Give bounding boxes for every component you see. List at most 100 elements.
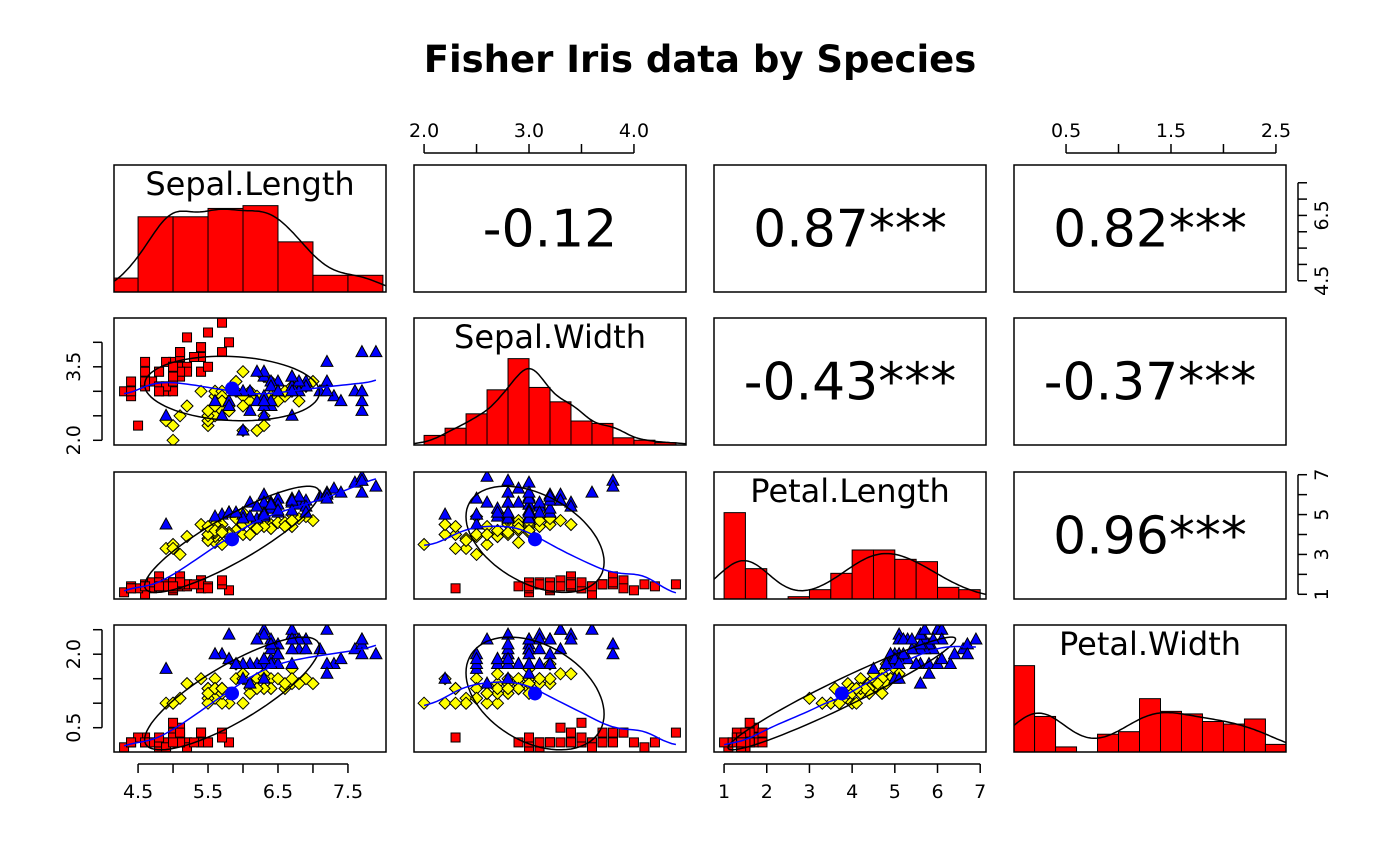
tick-label: 4 [846,781,858,803]
point-virginica [522,485,536,498]
point-setosa [140,366,151,377]
centroid-point [225,532,240,547]
point-setosa [639,579,650,590]
point-setosa [576,732,587,743]
hist-bar-sepal-length [312,274,349,292]
point-virginica [334,651,348,665]
hist-bar-petal-length [958,589,981,599]
point-virginica [501,671,515,684]
point-versicolor [469,547,484,562]
tick-label: 0.5 [63,713,85,743]
hist-bar-petal-width [1243,718,1266,752]
point-versicolor [166,418,180,433]
panel-petal-width-petal-width: Petal.Width [1013,624,1287,753]
point-setosa [555,581,566,592]
loess-smooth [424,525,677,594]
point-virginica [564,631,578,645]
point-virginica [606,479,620,492]
tick-label: 4.0 [619,120,649,142]
panel-frame [413,471,687,600]
point-virginica [532,505,547,518]
point-setosa [133,420,144,431]
point-virginica [334,393,348,407]
point-virginica [208,509,222,522]
point-versicolor [173,547,187,562]
hist-bar-petal-length [937,586,960,599]
point-versicolor [511,535,526,550]
histogram-bars [114,205,384,292]
point-virginica [511,656,526,670]
point-virginica [355,646,369,660]
point-setosa [217,318,228,328]
point-versicolor [215,681,229,696]
hist-bar-petal-length [808,589,832,599]
point-virginica [490,505,505,518]
point-versicolor [448,696,463,710]
point-setosa [545,737,555,748]
point-setosa [524,732,535,743]
point-setosa [555,722,566,733]
tick-label: 7 [1311,469,1333,481]
point-setosa [586,581,597,592]
panel-frame [113,317,387,446]
point-virginica [222,627,236,640]
point-versicolor [511,681,526,696]
correlation-ellipse [727,636,957,751]
point-setosa [168,717,179,728]
point-setosa [607,577,618,588]
point-virginica [159,661,173,674]
point-setosa [597,737,608,748]
point-virginica [355,393,369,407]
point-virginica [913,676,928,689]
panel-frame [713,471,987,600]
point-virginica [960,646,975,660]
outer-axes: 2.0 3.0 4.0 0.5 1.5 2.5 4.5 5.5 6.5 7.5 1 2 3 4 5 6 7 4.5… [63,120,1333,803]
panel-petal-width-sepal-length [113,624,387,753]
tick-label: 3 [803,781,815,803]
point-setosa [719,737,730,748]
point-setosa [670,579,681,590]
point-virginica [222,398,236,411]
point-versicolor [490,681,505,696]
diag-label-petal-width: Petal.Width [1059,625,1241,663]
point-virginica [159,516,173,530]
loess-smooth [423,681,677,746]
point-virginica [490,651,505,665]
tick-label: 4.5 [1311,266,1333,296]
point-setosa [576,717,587,728]
tick-label: 5 [1311,509,1333,521]
point-versicolor [469,527,484,542]
panel-sepal-length-sepal-length: Sepal.Length [113,164,387,293]
tick-label: 0.5 [1051,120,1081,142]
hist-bar-sepal-length [207,207,244,292]
point-virginica [553,625,568,635]
point-virginica [257,671,271,684]
point-virginica [355,383,369,397]
panel-frame [1013,164,1287,293]
density-curve [714,552,986,596]
hist-bar-sepal-width [423,434,446,445]
panel-sepal-width-petal-width: -0.37*** [1013,317,1287,446]
tick-label: 1 [718,781,730,803]
point-versicolor [564,517,578,532]
scatter-points [119,625,383,752]
panel-frame [413,624,687,753]
point-versicolor [553,667,568,681]
point-virginica [369,344,383,358]
density-curve [1014,711,1286,744]
point-versicolor [438,517,452,532]
point-virginica [243,676,257,689]
point-setosa [450,732,461,743]
centroid-point [225,686,240,701]
point-virginica [355,403,369,416]
tick-label: 2 [761,781,773,803]
panel-grid: Sepal.Length -0.12 0.87*** 0.82*** Sepal.Wid… [113,164,1287,753]
tick-label: 6.5 [263,781,293,803]
panel-frame [113,164,387,293]
hist-bar-petal-width [1118,731,1141,752]
point-setosa [555,737,566,748]
panel-petal-length-sepal-width [413,471,687,600]
point-setosa [196,342,207,353]
point-virginica [159,408,173,421]
point-virginica [355,485,369,498]
